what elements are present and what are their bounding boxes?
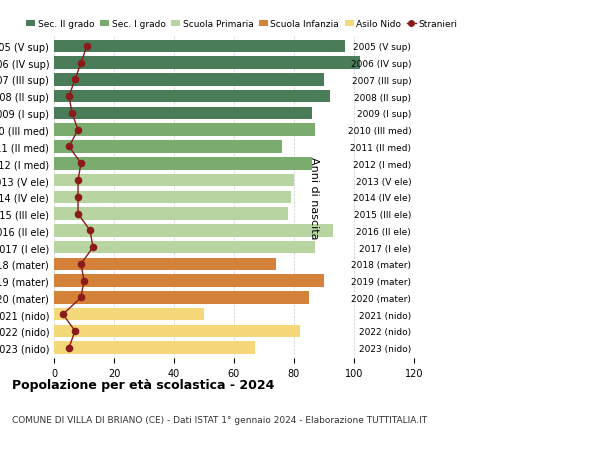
Point <box>73 210 83 218</box>
Bar <box>54 124 315 137</box>
Bar <box>54 224 333 237</box>
Bar <box>54 174 294 187</box>
Point <box>58 311 68 318</box>
Y-axis label: Anni di nascita: Anni di nascita <box>309 156 319 239</box>
Point <box>79 277 89 285</box>
Bar <box>54 74 324 86</box>
Bar <box>54 275 324 287</box>
Text: Popolazione per età scolastica - 2024: Popolazione per età scolastica - 2024 <box>12 379 274 392</box>
Bar <box>54 91 330 103</box>
Bar <box>54 308 204 321</box>
Bar <box>54 141 282 153</box>
Point <box>73 194 83 201</box>
Point <box>73 127 83 134</box>
Point <box>70 77 80 84</box>
Point <box>76 60 86 67</box>
Point <box>76 294 86 302</box>
Bar <box>54 258 276 271</box>
Bar <box>54 57 360 70</box>
Point <box>88 244 98 251</box>
Text: COMUNE DI VILLA DI BRIANO (CE) - Dati ISTAT 1° gennaio 2024 - Elaborazione TUTTI: COMUNE DI VILLA DI BRIANO (CE) - Dati IS… <box>12 415 427 425</box>
Bar <box>54 341 255 354</box>
Point <box>70 328 80 335</box>
Point <box>67 110 77 118</box>
Point <box>64 93 74 101</box>
Bar <box>54 241 315 254</box>
Point <box>82 43 92 50</box>
Point <box>64 344 74 352</box>
Bar <box>54 291 309 304</box>
Legend: Sec. II grado, Sec. I grado, Scuola Primaria, Scuola Infanzia, Asilo Nido, Stran: Sec. II grado, Sec. I grado, Scuola Prim… <box>26 20 457 29</box>
Point <box>73 177 83 185</box>
Point <box>76 261 86 268</box>
Point <box>64 144 74 151</box>
Bar <box>54 191 291 204</box>
Bar <box>54 325 300 337</box>
Bar <box>54 107 312 120</box>
Bar <box>54 157 312 170</box>
Point <box>76 160 86 168</box>
Bar <box>54 40 345 53</box>
Bar <box>54 208 288 220</box>
Point <box>85 227 95 235</box>
